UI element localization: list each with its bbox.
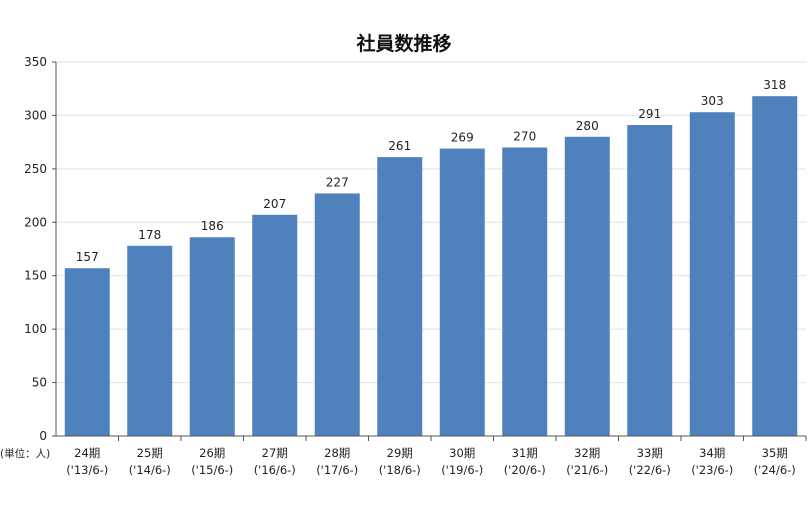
bar (252, 214, 298, 436)
y-tick-label: 300 (24, 108, 47, 122)
data-label: 207 (263, 197, 286, 211)
data-label: 186 (201, 219, 224, 233)
x-tick-sublabel: ('16/6-) (254, 463, 296, 477)
data-label: 178 (138, 228, 161, 242)
x-tick-label: 35期 (762, 446, 788, 460)
y-tick-label: 50 (32, 376, 47, 390)
x-tick-label: 34期 (699, 446, 725, 460)
x-tick-sublabel: ('18/6-) (379, 463, 421, 477)
y-tick-label: 0 (39, 429, 47, 443)
bar (502, 147, 548, 436)
x-tick-sublabel: ('19/6-) (441, 463, 483, 477)
x-tick-label: 33期 (637, 446, 663, 460)
x-tick-label: 27期 (262, 446, 288, 460)
data-label: 270 (513, 129, 536, 143)
bars: 157 178 186 207 227 261 269 270 280 291 303 318 (64, 78, 798, 437)
x-tick-label: 30期 (449, 446, 475, 460)
bar (689, 112, 735, 437)
bar (127, 245, 173, 436)
data-label: 261 (388, 139, 411, 153)
bar (377, 157, 423, 437)
y-tick-label: 250 (24, 162, 47, 176)
y-tick-label: 150 (24, 269, 47, 283)
x-axis: 24期 ('13/6-) 25期 ('14/6-) 26期 ('15/6-) 27期 ('16… (56, 435, 807, 477)
bar (64, 268, 110, 436)
x-tick-label: 26期 (199, 446, 225, 460)
chart-title: 社員数推移 (355, 32, 451, 55)
unit-label: (単位：人) (0, 447, 50, 460)
x-tick-label: 32期 (574, 446, 600, 460)
x-tick-sublabel: ('17/6-) (316, 463, 358, 477)
data-label: 318 (763, 78, 786, 92)
x-tick-sublabel: ('22/6-) (629, 463, 671, 477)
x-tick-sublabel: ('20/6-) (504, 463, 546, 477)
data-label: 227 (326, 175, 349, 189)
x-tick-sublabel: ('21/6-) (566, 463, 608, 477)
data-label: 157 (76, 250, 99, 264)
y-axis: 0 50 100 150 200 250 300 350 (24, 55, 57, 443)
gridlines (56, 61, 806, 384)
bar (189, 237, 235, 436)
x-tick-sublabel: ('24/6-) (754, 463, 796, 477)
y-tick-label: 200 (24, 215, 47, 229)
data-label: 269 (451, 131, 474, 145)
data-label: 291 (638, 107, 661, 121)
x-tick-sublabel: ('15/6-) (191, 463, 233, 477)
x-tick-label: 29期 (387, 446, 413, 460)
x-tick-label: 28期 (324, 446, 350, 460)
x-tick-label: 24期 (74, 446, 100, 460)
x-tick-label: 31期 (512, 446, 538, 460)
bar (752, 96, 798, 437)
y-tick-label: 350 (24, 55, 47, 69)
data-label: 280 (576, 119, 599, 133)
bar (627, 125, 673, 436)
bar (439, 148, 485, 436)
y-tick-label: 100 (24, 322, 47, 336)
x-tick-label: 25期 (137, 446, 163, 460)
data-label: 303 (701, 94, 724, 108)
bar (564, 136, 610, 437)
x-tick-sublabel: ('13/6-) (66, 463, 108, 477)
x-tick-sublabel: ('14/6-) (129, 463, 171, 477)
bar (314, 193, 360, 436)
x-tick-sublabel: ('23/6-) (691, 463, 733, 477)
